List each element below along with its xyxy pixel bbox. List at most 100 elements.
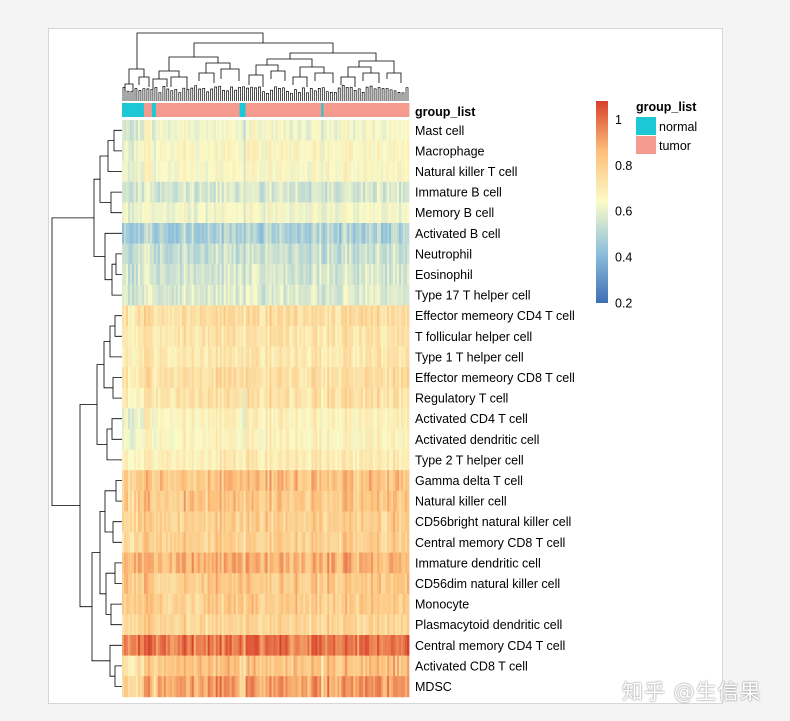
heatmap-cell [145, 305, 149, 327]
heatmap-cell [307, 655, 310, 677]
annotation-cell [131, 103, 135, 117]
heatmap-cell [127, 120, 131, 141]
heatmap-cell [373, 367, 376, 389]
row-label: Memory B cell [415, 206, 494, 220]
heatmap-cell [219, 614, 223, 636]
heatmap-cell [165, 223, 169, 244]
heatmap-cell [313, 346, 316, 368]
heatmap-cell [257, 408, 260, 430]
heatmap-cell [395, 346, 398, 368]
heatmap-cell [305, 573, 308, 595]
heatmap-cell [399, 284, 402, 306]
heatmap-cell [389, 140, 392, 162]
heatmap-cell [325, 655, 328, 677]
heatmap-cell [143, 367, 147, 389]
heatmap-cell [155, 346, 159, 368]
heatmap-cell [299, 367, 302, 389]
heatmap-cell [253, 305, 256, 327]
heatmap-cell [301, 387, 304, 409]
dendrogram-branch [113, 129, 122, 152]
heatmap-cell [363, 305, 366, 327]
heatmap-cell [125, 449, 129, 471]
heatmap-cell [381, 635, 384, 656]
heatmap-cell [395, 511, 398, 533]
heatmap-cell [337, 573, 340, 595]
heatmap-cell [201, 223, 205, 244]
heatmap-cell [331, 614, 334, 636]
heatmap-cell [277, 655, 280, 677]
heatmap-cell [169, 593, 173, 615]
heatmap-cell [197, 387, 201, 409]
heatmap-cell [361, 284, 364, 306]
heatmap-cell [339, 490, 342, 512]
heatmap-cell [395, 120, 398, 141]
heatmap-cell [123, 264, 127, 286]
annotation-cell [235, 103, 238, 117]
annotation-cell [317, 103, 320, 117]
heatmap-cell [373, 264, 376, 286]
heatmap-cell [395, 408, 398, 430]
heatmap-cell [385, 120, 388, 141]
heatmap-cell [365, 614, 368, 636]
heatmap-cell [251, 408, 254, 430]
heatmap-cell [239, 552, 242, 574]
heatmap-cell [261, 326, 264, 347]
group-legend: group_list normal tumor [636, 100, 697, 154]
heatmap-cell [145, 326, 149, 347]
heatmap-cell [122, 161, 125, 183]
heatmap-cell [247, 161, 250, 183]
heatmap-cell [339, 161, 342, 183]
heatmap-cell [187, 490, 191, 512]
heatmap-cell [361, 161, 364, 183]
heatmap-cell [215, 635, 219, 656]
heatmap-cell [287, 223, 290, 244]
heatmap-cell [293, 387, 296, 409]
heatmap-cell [251, 655, 254, 677]
heatmap-cell [255, 552, 258, 574]
heatmap-cell [391, 181, 394, 203]
heatmap-cell [287, 243, 290, 265]
heatmap-cell [143, 161, 147, 183]
heatmap-cell [357, 614, 360, 636]
heatmap-cell [395, 614, 398, 636]
heatmap-cell [361, 532, 364, 553]
heatmap-cell [227, 552, 231, 574]
heatmap-cell [335, 223, 338, 244]
heatmap-cell [337, 676, 340, 698]
heatmap-cell [199, 635, 203, 656]
heatmap-cell [217, 635, 221, 656]
dendrogram-branch [298, 92, 301, 98]
heatmap-cell [141, 635, 145, 656]
heatmap-cell [199, 449, 203, 471]
heatmap-cell [265, 408, 268, 430]
heatmap-cell [305, 120, 308, 141]
heatmap-cell [327, 635, 330, 656]
heatmap-cell [333, 326, 336, 347]
heatmap-cell [133, 593, 137, 615]
heatmap-cell [245, 449, 248, 471]
heatmap-cell [231, 511, 235, 533]
heatmap-cell [373, 614, 376, 636]
heatmap-cell [385, 367, 388, 389]
heatmap-cell [325, 429, 328, 450]
heatmap-cell [397, 573, 400, 595]
heatmap-cell [353, 655, 356, 677]
heatmap-cell [399, 429, 402, 450]
heatmap-cell [231, 264, 235, 286]
heatmap-cell [297, 346, 300, 368]
heatmap-cell [325, 202, 328, 224]
heatmap-cell [269, 655, 272, 677]
heatmap-cell [345, 614, 348, 636]
heatmap-cell [125, 490, 129, 512]
heatmap-cell [319, 573, 322, 595]
heatmap-cell [251, 676, 254, 698]
heatmap-cell [229, 264, 233, 286]
heatmap-cell [181, 532, 185, 553]
heatmap-cell [141, 140, 145, 162]
heatmap-cell [357, 326, 360, 347]
heatmap-cell [263, 181, 266, 203]
heatmap-cell [387, 305, 390, 327]
heatmap-cell [375, 223, 378, 244]
heatmap-cell [129, 635, 133, 656]
heatmap-cell [265, 449, 268, 471]
